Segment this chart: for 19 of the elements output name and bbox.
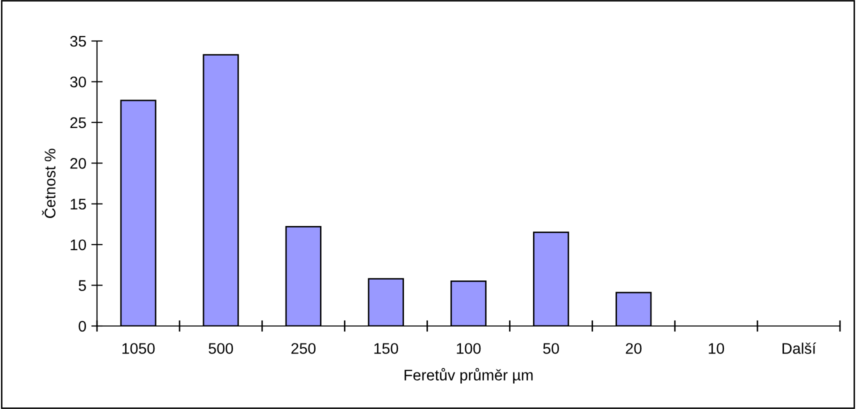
y-tick-label: 5 [78, 280, 86, 291]
y-tick-label: 0 [78, 320, 86, 332]
x-tick-label: 10 [708, 343, 724, 354]
x-tick-label: 20 [626, 343, 642, 354]
y-tick-label: 10 [70, 239, 86, 250]
y-tick-label: 15 [70, 198, 86, 210]
y-tick-label: 35 [70, 36, 86, 47]
y-axis-title: Četnost % [42, 148, 56, 218]
x-tick-label: 500 [208, 343, 233, 354]
x-tick-label: 250 [291, 343, 316, 354]
x-tick-label: 1050 [122, 343, 155, 354]
x-tick-label: 100 [456, 343, 481, 354]
y-tick-label: 25 [70, 117, 86, 128]
x-tick-label: 50 [543, 343, 559, 354]
x-tick-label: Další [782, 342, 816, 354]
x-axis-title: Feretův průměr µm [404, 368, 533, 384]
x-tick-label: 150 [374, 343, 398, 354]
y-tick-label: 30 [70, 76, 86, 88]
y-tick-label: 20 [70, 158, 86, 169]
